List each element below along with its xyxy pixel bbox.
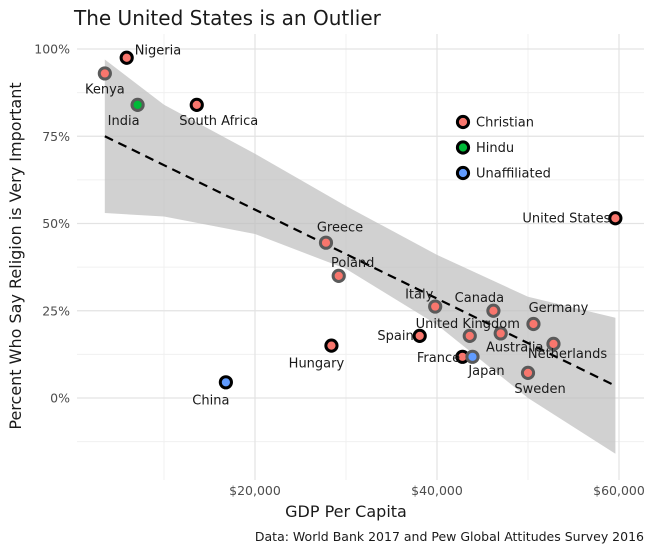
confidence-band — [104, 59, 616, 454]
point-india — [130, 97, 145, 112]
legend-key-christian — [455, 114, 471, 130]
legend-label-unaffiliated: Unaffiliated — [476, 167, 551, 182]
x-tick-label: $60,000 — [593, 483, 645, 498]
y-tick-label: 50% — [42, 216, 70, 231]
label-japan: Japan — [467, 364, 504, 379]
label-canada: Canada — [455, 291, 504, 306]
chart-title: The United States is an Outlier — [73, 6, 382, 30]
label-spain: Spain — [377, 329, 413, 344]
label-china: China — [192, 393, 229, 408]
point-hungary — [324, 338, 339, 353]
label-hungary: Hungary — [289, 357, 345, 372]
label-kenya: Kenya — [85, 82, 125, 97]
legend-label-hindu: Hindu — [476, 141, 514, 156]
point-united-states — [608, 211, 623, 226]
point-poland — [331, 268, 346, 283]
point-germany — [526, 316, 541, 332]
y-tick-label: 100% — [34, 42, 70, 57]
legend-key-unaffiliated — [455, 165, 471, 181]
point-canada — [486, 303, 501, 318]
label-united-kingdom: United Kingdom — [416, 317, 520, 332]
point-greece — [318, 235, 334, 250]
label-nigeria: Nigeria — [135, 44, 182, 59]
y-tick-label: 0% — [50, 391, 70, 406]
point-netherlands — [546, 336, 561, 352]
y-axis-title: Percent Who Say Religion is Very Importa… — [6, 82, 25, 429]
label-italy: Italy — [405, 288, 434, 303]
label-sweden: Sweden — [514, 382, 565, 397]
point-labels: Nigeria Kenya India South Africa Greece Polan… — [85, 44, 611, 409]
label-netherlands: Netherlands — [528, 347, 607, 362]
x-tick-label: $40,000 — [411, 483, 463, 498]
x-axis-title: GDP Per Capita — [285, 502, 407, 521]
y-axis-ticks: 0% 25% 50% 75% 100% — [34, 42, 70, 406]
label-india: India — [108, 114, 140, 129]
legend-label-christian: Christian — [476, 116, 534, 131]
trend-line — [104, 135, 616, 387]
data-source-caption: Data: World Bank 2017 and Pew Global Att… — [255, 529, 644, 544]
label-germany: Germany — [529, 301, 589, 316]
label-france: France — [417, 351, 460, 366]
point-spain — [412, 328, 427, 343]
x-tick-label: $20,000 — [229, 483, 281, 498]
point-south-africa — [189, 97, 204, 112]
point-kenya — [97, 66, 112, 81]
point-australia — [493, 326, 508, 341]
label-greece: Greece — [317, 221, 363, 236]
point-united-kingdom — [462, 328, 477, 343]
label-poland: Poland — [331, 256, 374, 271]
legend: Christian Hindu Unaffiliated — [455, 114, 551, 182]
legend-key-hindu — [455, 140, 471, 155]
point-italy — [428, 299, 443, 314]
point-china — [218, 375, 233, 390]
y-tick-label: 25% — [42, 303, 70, 318]
point-nigeria — [119, 50, 134, 65]
label-south-africa: South Africa — [179, 114, 258, 129]
x-axis-ticks: $20,000 $40,000 $60,000 — [229, 483, 645, 498]
point-sweden — [520, 365, 536, 380]
point-japan — [465, 349, 480, 364]
label-australia: Australia — [486, 340, 544, 355]
label-united-states: United States — [522, 211, 610, 226]
data-points — [97, 50, 623, 390]
y-tick-label: 75% — [42, 129, 70, 144]
